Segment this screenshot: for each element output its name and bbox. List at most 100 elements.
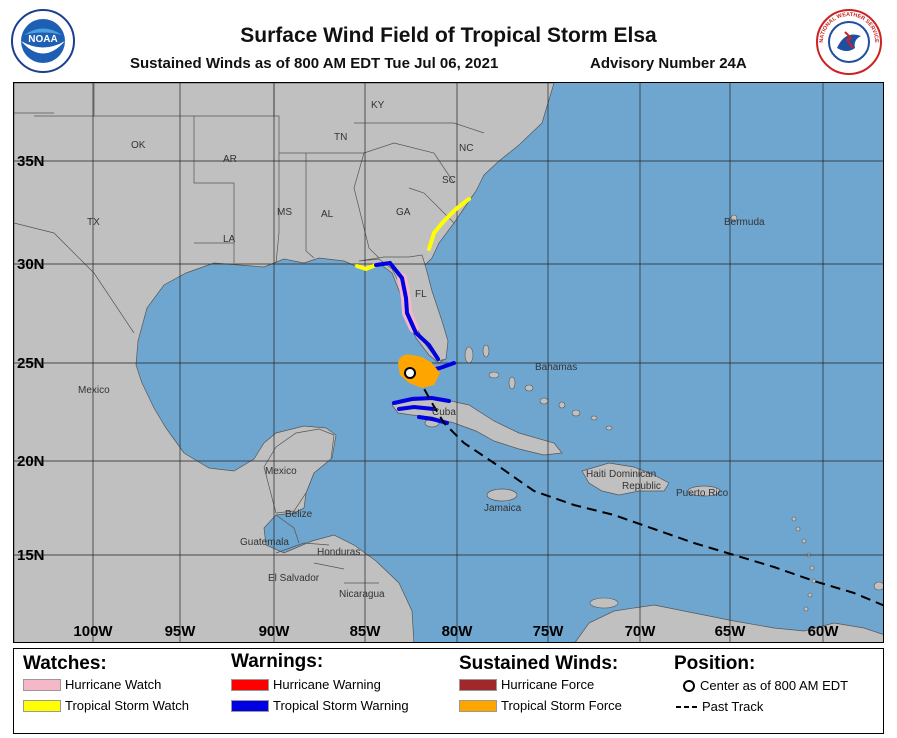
latitude-labels: 35N 30N 25N 20N 15N bbox=[17, 153, 45, 564]
aruba-curacao bbox=[589, 597, 619, 609]
wind-field-map: KY OK TN NC AR SC MS AL GA TX LA FL Berm… bbox=[13, 82, 884, 643]
sustained-winds-heading: Sustained Winds: bbox=[459, 653, 619, 674]
label-guatemala: Guatemala bbox=[240, 537, 289, 548]
label-ms: MS bbox=[277, 207, 292, 218]
legend-panel: Watches: Hurricane Watch Tropical Storm … bbox=[13, 648, 884, 734]
longitude-label: 70W bbox=[625, 623, 657, 640]
tropical-storm-watch-swatch bbox=[23, 699, 61, 712]
legend-tropical-storm-force: Tropical Storm Force bbox=[459, 698, 622, 713]
longitude-label: 80W bbox=[442, 623, 474, 640]
past-track bbox=[421, 384, 883, 607]
label-haiti: Haiti bbox=[586, 469, 606, 480]
latitude-label: 35N bbox=[17, 153, 45, 170]
longitude-label: 60W bbox=[808, 623, 840, 640]
legend-hurricane-watch: Hurricane Watch bbox=[23, 677, 161, 692]
longitude-labels: 100W 95W 90W 85W 80W 75W 70W 65W 60W bbox=[73, 623, 839, 640]
label-mexico-north: Mexico bbox=[78, 385, 110, 396]
bermuda-island bbox=[730, 214, 738, 222]
past-track-line-icon bbox=[676, 705, 698, 708]
label-jamaica: Jamaica bbox=[484, 503, 522, 514]
label-nicaragua: Nicaragua bbox=[339, 589, 385, 600]
label-bahamas: Bahamas bbox=[535, 362, 577, 373]
longitude-label: 65W bbox=[715, 623, 747, 640]
latitude-label: 20N bbox=[17, 453, 45, 470]
country-borders bbox=[275, 514, 379, 584]
tropical-storm-force-swatch bbox=[459, 699, 497, 712]
puerto-rico-island bbox=[687, 485, 721, 497]
label-fl: FL bbox=[415, 289, 427, 300]
label-republic: Republic bbox=[622, 481, 661, 492]
label-ky: KY bbox=[371, 100, 385, 111]
label-al: AL bbox=[321, 209, 334, 220]
legend-tropical-storm-warning: Tropical Storm Warning bbox=[231, 698, 409, 713]
tropical-storm-warning-cuba-south bbox=[417, 415, 449, 425]
label-tx: TX bbox=[87, 217, 100, 228]
past-track-label: Past Track bbox=[702, 699, 764, 714]
latitude-label: 25N bbox=[17, 355, 45, 372]
south-america-land bbox=[574, 604, 883, 642]
label-bermuda: Bermuda bbox=[724, 217, 765, 228]
label-cuba: Cuba bbox=[432, 407, 456, 418]
longitude-label: 100W bbox=[73, 623, 113, 640]
label-belize: Belize bbox=[285, 509, 313, 520]
tropical-storm-warning-fl-west bbox=[374, 260, 440, 361]
lesser-antilles bbox=[791, 516, 817, 612]
label-la: LA bbox=[223, 234, 236, 245]
position-heading: Position: bbox=[674, 653, 756, 674]
label-tn: TN bbox=[334, 132, 347, 143]
legend-past-track: Past Track bbox=[674, 699, 763, 714]
latitude-label: 15N bbox=[17, 547, 45, 564]
header: NOAA Surface Wind Field of Tropical Stor… bbox=[0, 0, 897, 82]
label-ar: AR bbox=[223, 154, 237, 165]
advisory-number: Advisory Number 24A bbox=[590, 55, 747, 72]
nws-logo: NATIONAL WEATHER SERVICE bbox=[816, 9, 882, 75]
longitude-label: 85W bbox=[350, 623, 382, 640]
tropical-storm-warning-swatch bbox=[231, 699, 269, 712]
tropical-storm-force-wind-field bbox=[398, 354, 440, 388]
place-labels: KY OK TN NC AR SC MS AL GA TX LA FL Berm… bbox=[78, 100, 765, 600]
label-ok: OK bbox=[131, 140, 146, 151]
tropical-storm-warning-cuba-mid bbox=[397, 404, 436, 411]
tropical-storm-warning-label: Tropical Storm Warning bbox=[273, 698, 409, 713]
hurricane-warning-swatch bbox=[231, 678, 269, 691]
yucatan-peninsula bbox=[263, 428, 335, 514]
hurricane-watch-label: Hurricane Watch bbox=[65, 677, 162, 692]
legend-hurricane-warning: Hurricane Warning bbox=[231, 677, 381, 692]
hurricane-warning-label: Hurricane Warning bbox=[273, 677, 381, 692]
longitude-label: 95W bbox=[165, 623, 197, 640]
label-mexico-south: Mexico bbox=[265, 466, 297, 477]
hurricane-force-swatch bbox=[459, 678, 497, 691]
warnings-heading: Warnings: bbox=[231, 651, 324, 672]
label-dominican: Dominican bbox=[609, 469, 656, 480]
label-honduras: Honduras bbox=[317, 547, 360, 558]
hispaniola-island bbox=[581, 462, 670, 496]
hurricane-force-label: Hurricane Force bbox=[501, 677, 595, 692]
jamaica-island bbox=[486, 488, 518, 502]
center-circle-icon bbox=[683, 679, 695, 692]
latitude-label: 30N bbox=[17, 256, 45, 273]
hurricane-watch-swatch bbox=[23, 678, 61, 691]
legend-hurricane-force: Hurricane Force bbox=[459, 677, 594, 692]
label-sc: SC bbox=[442, 175, 456, 186]
legend-tropical-storm-watch: Tropical Storm Watch bbox=[23, 698, 189, 713]
noaa-logo: NOAA bbox=[11, 9, 75, 73]
longitude-label: 75W bbox=[533, 623, 565, 640]
tropical-storm-watch-panhandle bbox=[355, 263, 378, 272]
state-borders bbox=[14, 83, 485, 334]
tropical-storm-watch-label: Tropical Storm Watch bbox=[65, 698, 190, 713]
label-el-salvador: El Salvador bbox=[268, 573, 320, 584]
label-nc: NC bbox=[459, 143, 473, 154]
map-subtitle: Sustained Winds as of 800 AM EDT Tue Jul… bbox=[130, 55, 499, 72]
graticule bbox=[14, 83, 883, 642]
barbados-area bbox=[873, 581, 883, 591]
noaa-logo-text: NOAA bbox=[28, 34, 57, 45]
tropical-storm-watch-ga-sc bbox=[427, 197, 471, 251]
watches-heading: Watches: bbox=[23, 653, 107, 674]
center-label: Center as of 800 AM EDT bbox=[700, 678, 849, 693]
legend-center: Center as of 800 AM EDT bbox=[682, 678, 848, 693]
longitude-label: 90W bbox=[259, 623, 291, 640]
map-title: Surface Wind Field of Tropical Storm Els… bbox=[240, 24, 657, 47]
label-puerto-rico: Puerto Rico bbox=[676, 488, 729, 499]
label-ga: GA bbox=[396, 207, 411, 218]
storm-center-marker bbox=[404, 367, 416, 379]
